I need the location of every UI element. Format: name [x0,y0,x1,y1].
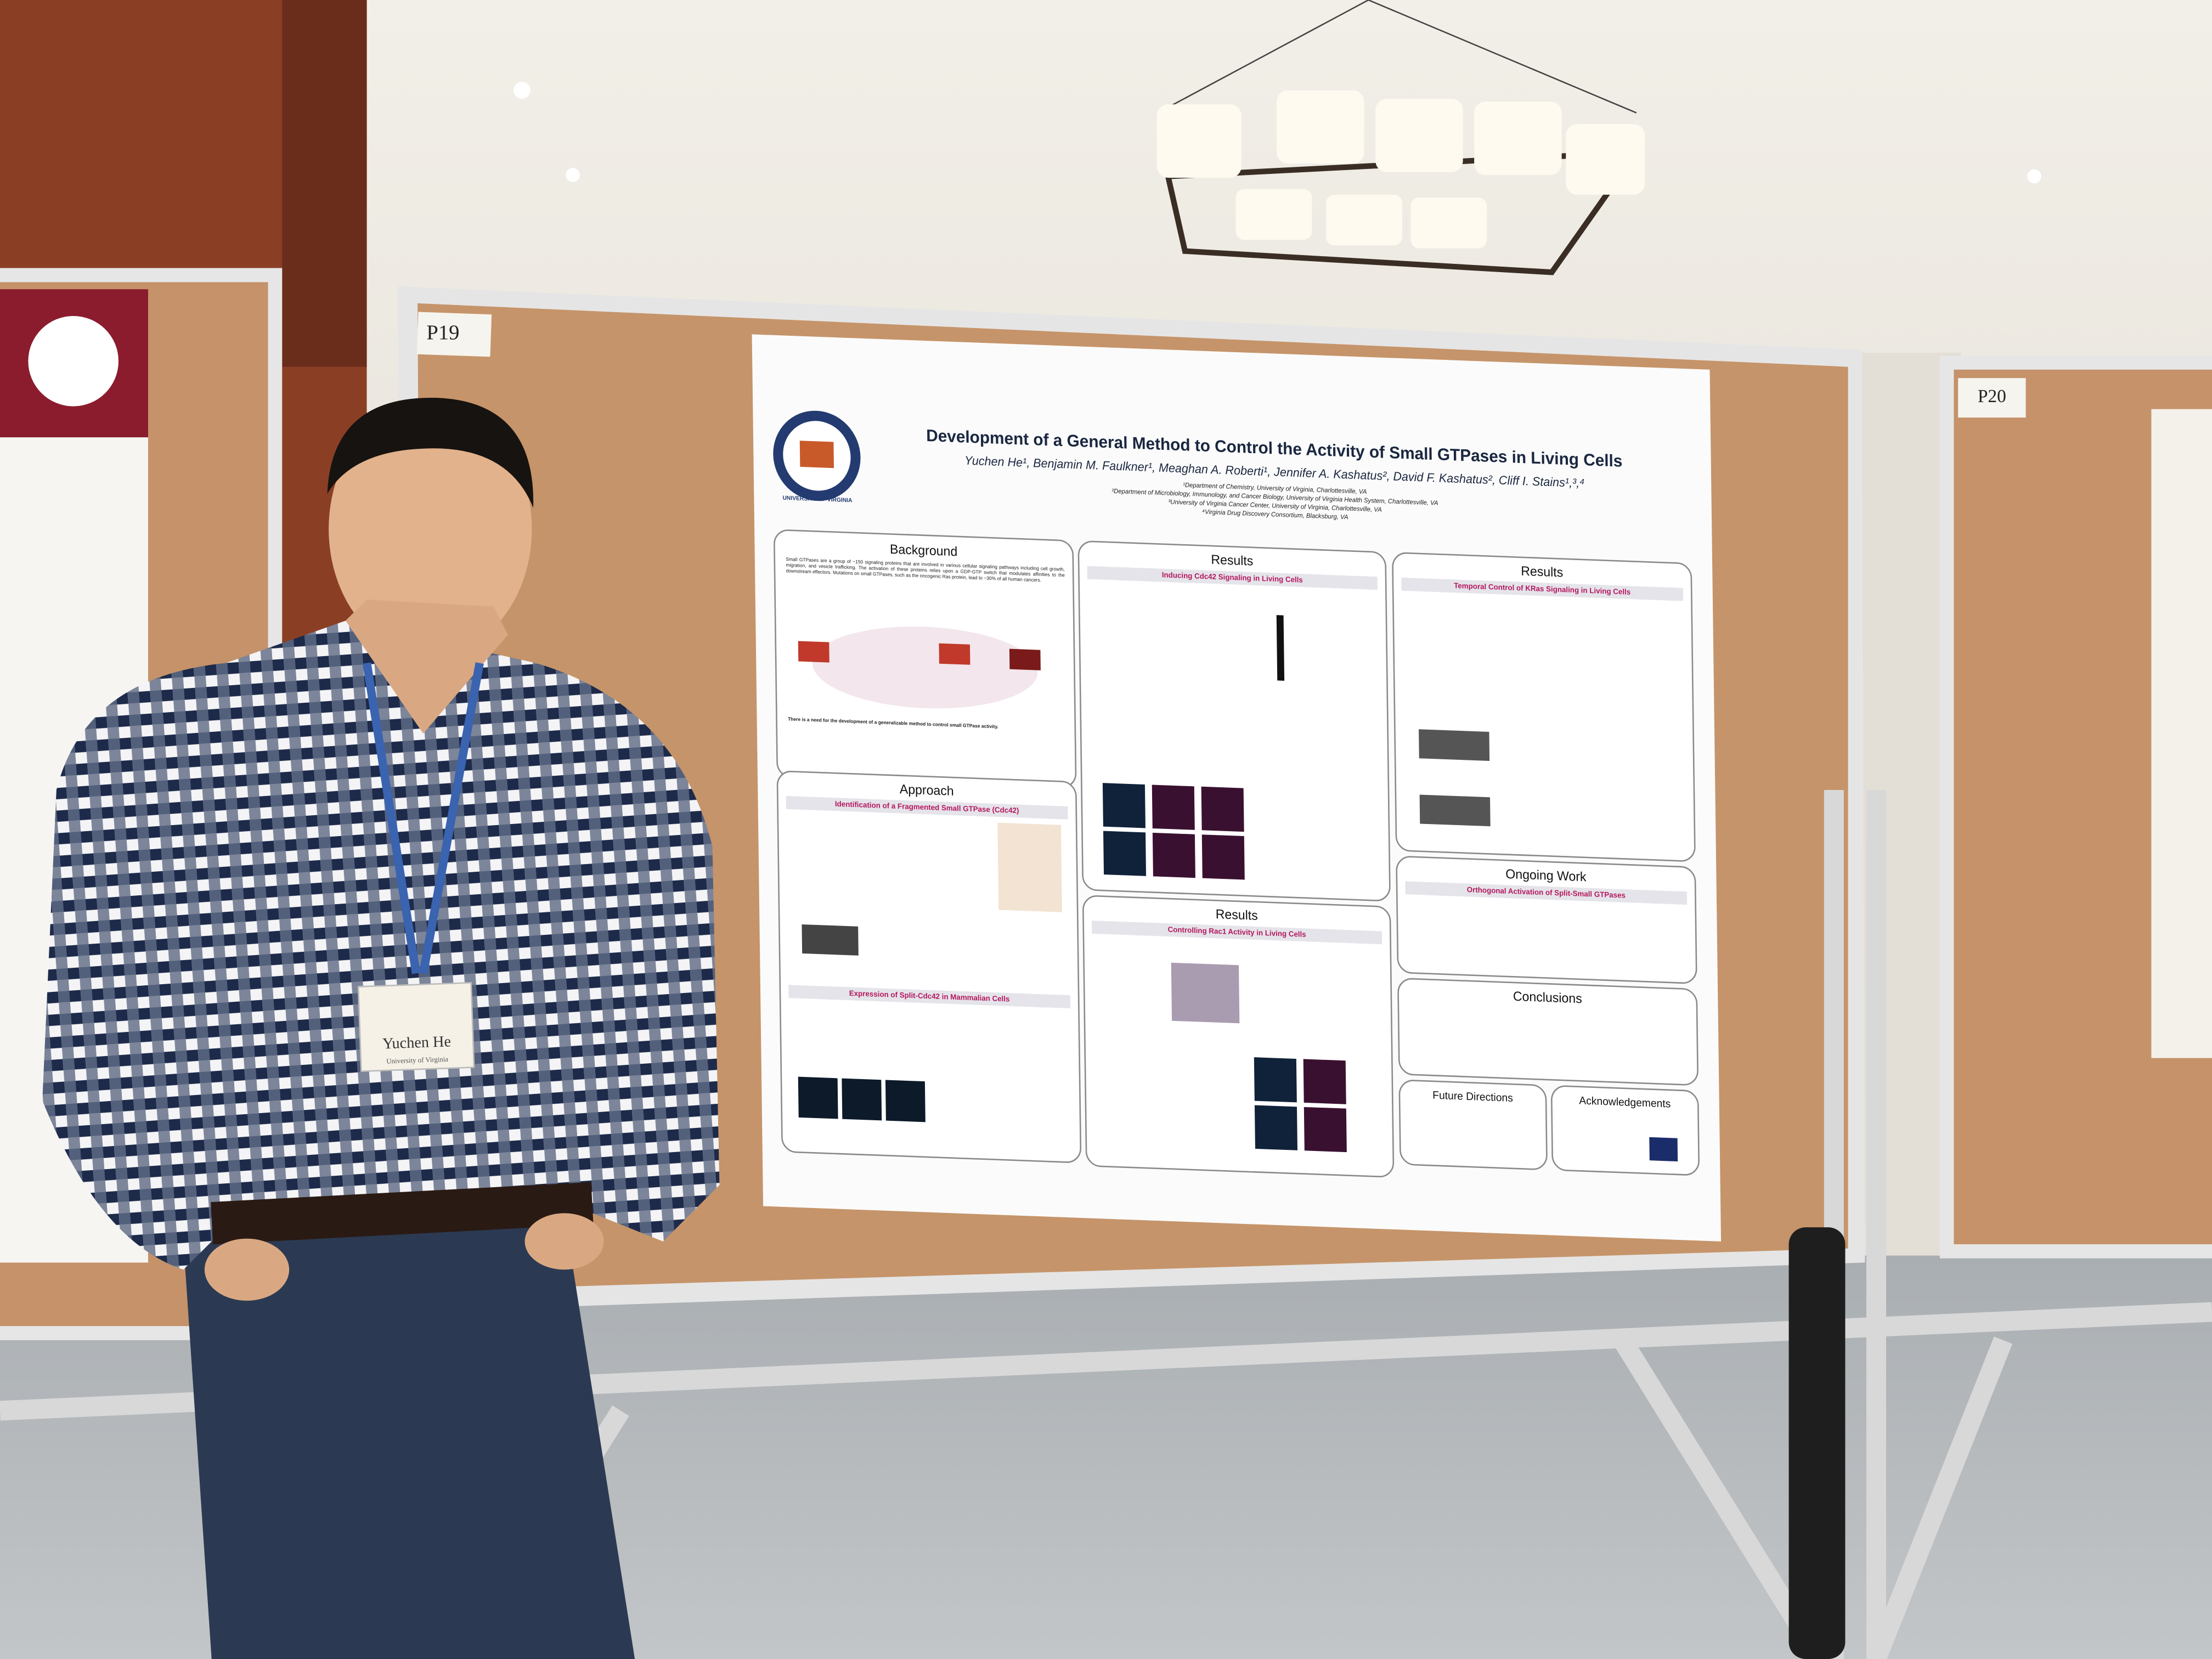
section-text: Small GTPases are a group of ~150 signal… [786,556,1065,584]
results-section-shape [1276,615,1285,681]
person [42,398,720,1659]
background-section-shape [812,627,1038,709]
acknowledgements-section: Acknowledgements [1551,1085,1700,1176]
approach-section-shape [788,985,1071,1008]
chandelier [1156,0,1645,275]
results-section-shape [1254,1105,1297,1150]
person-shape [524,1213,604,1270]
future-section-shape [1398,1080,1548,1170]
results-section: Results Temporal Control of KRas Signali… [1392,552,1696,862]
future-section: Future Directions [1398,1080,1548,1170]
background-section: Background Small GTPases are a group of … [774,529,1077,788]
results-section: Results Inducing Cdc42 Signaling in Livi… [1077,540,1391,901]
board-label: P19 [426,321,459,344]
person-shape [362,662,421,974]
results-section-shape [1087,566,1378,590]
results-section-shape [1303,1059,1346,1104]
poster-shape [799,441,834,469]
badge-name: Yuchen He [382,1033,452,1052]
tripod-bag [1788,1227,1846,1659]
conclusions-section: Conclusions [1397,978,1699,1086]
badge-affiliation: University of Virginia [386,1056,449,1065]
chandelier-shape [1326,194,1402,246]
logo-text: UNIVERSITY OF VIRGINIA [782,495,852,504]
board-stand-shape [1867,1336,2013,1659]
chandelier-shape [1235,189,1312,240]
chandelier-shape [1410,198,1487,249]
section-heading: Results [1211,552,1253,568]
left-board-shape [28,316,119,407]
approach-section: Approach Identification of a Fragmented … [776,770,1082,1163]
chandelier-shape [1170,0,1369,106]
results-section-shape [1152,832,1195,878]
results-section-shape [1103,831,1147,876]
ongoing-section-shape [1405,881,1688,905]
background-shape [514,82,531,99]
results-section: Results Controlling Rac1 Activity in Liv… [1082,895,1395,1178]
name-badge: Yuchen He University of Virginia [357,981,475,1073]
background-section-shape [1009,648,1041,670]
results-section-shape [1082,895,1395,1178]
results-section-shape [1401,577,1684,601]
results-section-shape [1201,834,1245,880]
chandelier-shape [1375,99,1463,172]
person-shape [419,662,484,974]
right-board-shape [1958,378,2026,418]
approach-section-shape [997,822,1062,912]
chandelier-shape [1368,0,1637,114]
results-section-shape [1152,785,1195,830]
acknowledgements-section-shape [1649,1137,1678,1162]
chandelier-shape [1566,124,1645,195]
poster: UNIVERSITY OF VIRGINIA Development of a … [752,334,1722,1242]
background-shape [566,168,580,182]
ongoing-section: Ongoing Work Orthogonal Activation of Sp… [1396,856,1697,984]
section-heading: Ongoing Work [1505,867,1587,884]
person-shape [183,1213,635,1659]
background-shape [2027,169,2041,184]
section-heading: Results [1216,907,1258,923]
approach-section-shape [802,924,859,956]
chandelier-shape [1156,104,1242,178]
results-section-shape [1419,794,1491,827]
person-shape [211,1182,594,1245]
person-shape [346,599,508,734]
approach-section-shape [842,1078,882,1121]
person-shape [204,1238,290,1301]
person-shape [42,620,720,1270]
section-heading: Approach [900,782,954,798]
results-section-shape [1392,552,1696,862]
main-board-shape [416,312,492,357]
section-heading: Conclusions [1513,989,1582,1006]
section-heading: Results [1521,563,1563,579]
results-section-shape [1201,786,1244,832]
results-section-shape [1171,962,1240,1024]
results-section-shape [1304,1107,1347,1153]
approach-section-shape [798,1076,838,1119]
results-section-shape [1254,1057,1297,1103]
chandelier-shape [1474,101,1562,175]
person-shape [327,398,534,508]
results-section-shape [1419,729,1490,761]
right-board: P20 [1939,356,2212,1259]
background-section-shape [939,643,970,665]
section-heading: Background [890,542,958,559]
conclusions-section-shape [1397,978,1699,1086]
background-shape [282,0,367,367]
section-heading: Future Directions [1432,1089,1513,1104]
approach-section-shape [885,1080,926,1122]
chandelier-shape [1277,90,1364,164]
results-section-shape [1092,920,1383,945]
background-section-shape [798,641,830,663]
right-board-shape [2151,409,2212,1058]
name-badge-shape [357,981,475,1073]
results-section-shape [1102,783,1146,828]
board-label: P20 [1978,386,2006,407]
approach-section-shape [786,795,1068,820]
board-stand-shape [1613,1335,1829,1659]
person-shape [329,402,532,656]
